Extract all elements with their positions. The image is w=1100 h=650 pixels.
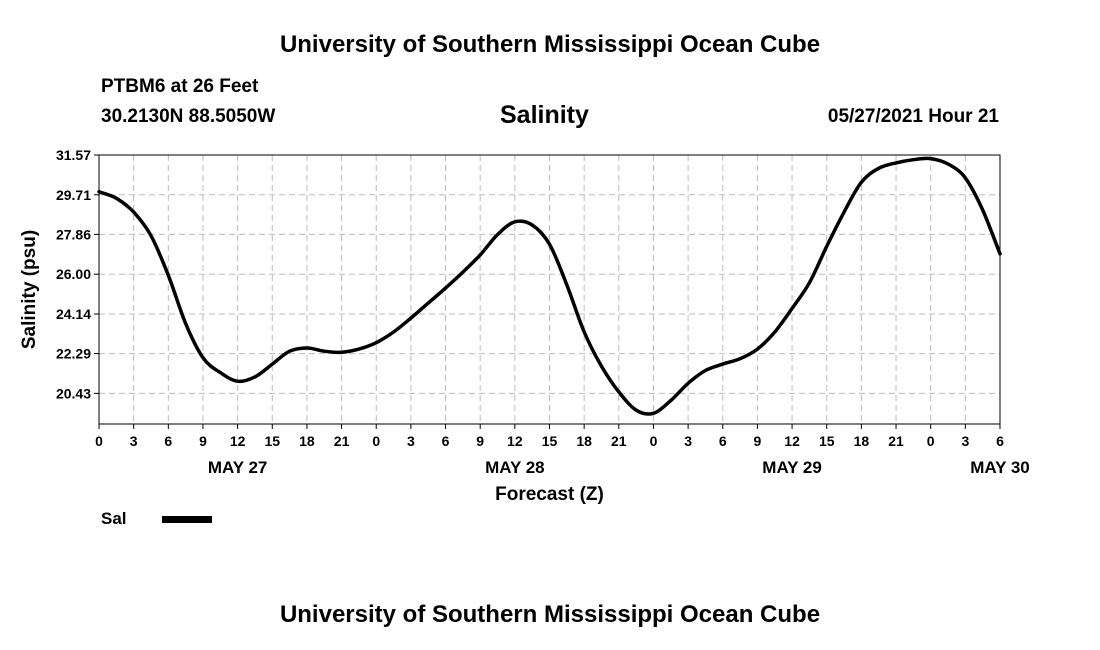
- date-label: MAY 29: [762, 458, 822, 477]
- x-tick-label: 6: [164, 433, 172, 449]
- y-tick-label: 24.14: [56, 306, 91, 322]
- x-axis-label: Forecast (Z): [495, 484, 604, 505]
- date-label: MAY 27: [208, 458, 268, 477]
- x-tick-label: 18: [854, 433, 870, 449]
- y-tick-label: 29.71: [56, 187, 91, 203]
- x-tick-label: 12: [507, 433, 523, 449]
- chart-title: Salinity: [500, 101, 589, 129]
- forecast-timestamp: 05/27/2021 Hour 21: [827, 106, 999, 127]
- y-tick-label: 20.43: [56, 385, 91, 401]
- y-tick-label: 26.00: [56, 266, 91, 282]
- x-tick-label: 15: [264, 433, 280, 449]
- date-label: MAY 28: [485, 458, 545, 477]
- x-tick-label: 0: [372, 433, 380, 449]
- x-tick-label: 12: [230, 433, 246, 449]
- y-tick-label: 31.57: [56, 147, 91, 163]
- x-tick-label: 18: [576, 433, 592, 449]
- station-name: PTBM6 at 26 Feet: [101, 76, 259, 97]
- x-tick-label: 21: [888, 433, 904, 449]
- x-tick-label: 6: [719, 433, 727, 449]
- x-tick-label: 3: [684, 433, 692, 449]
- plot-frame: [98, 154, 1001, 425]
- x-tick-label: 15: [542, 433, 558, 449]
- x-tick-label: 0: [927, 433, 935, 449]
- x-tick-label: 3: [407, 433, 415, 449]
- x-tick-label: 3: [130, 433, 138, 449]
- x-tick-label: 9: [754, 433, 762, 449]
- x-tick-label: 0: [650, 433, 658, 449]
- series-line-sal: [97, 156, 1002, 416]
- date-label: MAY 30: [970, 458, 1030, 477]
- y-axis-label: Salinity (psu): [19, 230, 40, 349]
- x-tick-label: 0: [95, 433, 103, 449]
- x-tick-label: 21: [611, 433, 627, 449]
- x-tick-label: 9: [199, 433, 207, 449]
- x-tick-label: 3: [961, 433, 969, 449]
- y-tick-label: 27.86: [56, 226, 91, 242]
- x-tick-label: 12: [784, 433, 800, 449]
- legend-label: Sal: [101, 509, 127, 528]
- x-tick-label: 21: [334, 433, 350, 449]
- legend-swatch: [162, 516, 212, 523]
- x-tick-label: 6: [996, 433, 1004, 449]
- footer-title: University of Southern Mississippi Ocean…: [279, 601, 821, 628]
- page-title: University of Southern Mississippi Ocean…: [279, 31, 821, 58]
- station-coordinates: 30.2130N 88.5050W: [101, 106, 276, 127]
- y-tick-label: 22.29: [56, 346, 91, 362]
- x-tick-label: 6: [442, 433, 450, 449]
- x-tick-label: 15: [819, 433, 835, 449]
- x-tick-label: 9: [476, 433, 484, 449]
- x-tick-label: 18: [299, 433, 315, 449]
